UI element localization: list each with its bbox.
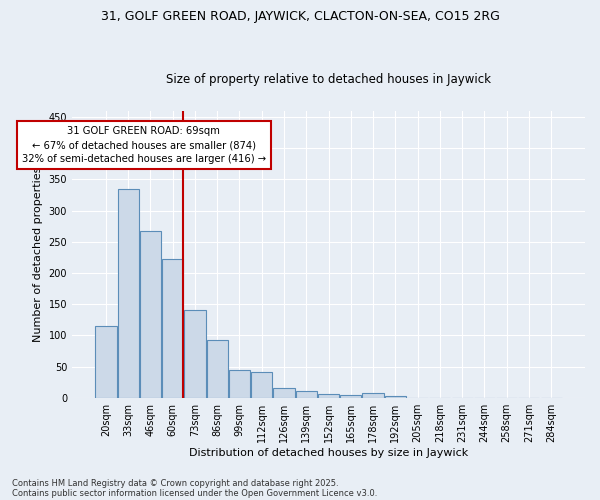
Bar (206, 340, 228, 398)
Text: Contains public sector information licensed under the Open Government Licence v3: Contains public sector information licen… (12, 488, 377, 498)
Text: Contains HM Land Registry data © Crown copyright and database right 2025.: Contains HM Land Registry data © Crown c… (12, 478, 338, 488)
Bar (385, 396, 406, 398)
Bar (184, 310, 206, 398)
Bar (318, 394, 339, 398)
Text: 31 GOLF GREEN ROAD: 69sqm
← 67% of detached houses are smaller (874)
32% of semi: 31 GOLF GREEN ROAD: 69sqm ← 67% of detac… (22, 126, 266, 164)
Bar (274, 388, 295, 398)
Bar (340, 394, 361, 398)
Bar (140, 230, 161, 398)
Bar (296, 392, 317, 398)
Y-axis label: Number of detached properties: Number of detached properties (33, 166, 43, 342)
Title: Size of property relative to detached houses in Jaywick: Size of property relative to detached ho… (166, 73, 491, 86)
Bar (95, 326, 116, 398)
Text: 31, GOLF GREEN ROAD, JAYWICK, CLACTON-ON-SEA, CO15 2RG: 31, GOLF GREEN ROAD, JAYWICK, CLACTON-ON… (101, 10, 499, 23)
Bar (251, 372, 272, 398)
Bar (229, 370, 250, 398)
Bar (362, 394, 383, 398)
Bar (162, 259, 183, 398)
X-axis label: Distribution of detached houses by size in Jaywick: Distribution of detached houses by size … (189, 448, 468, 458)
Bar (118, 188, 139, 398)
